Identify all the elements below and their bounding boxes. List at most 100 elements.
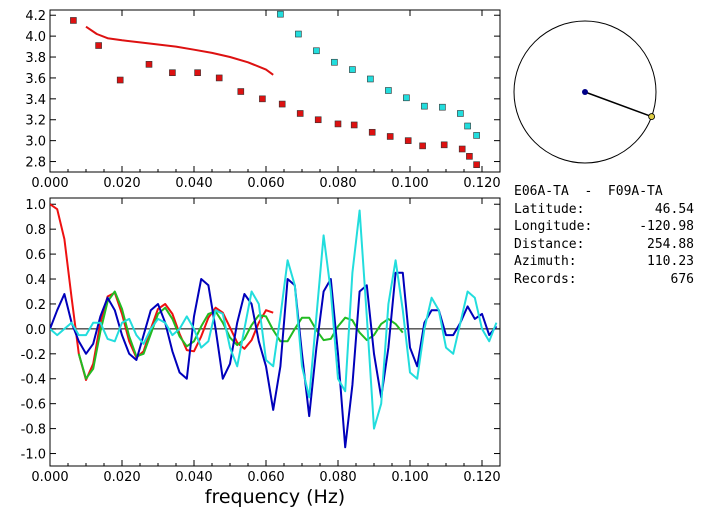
x-tick-label: 0.000 [31,176,68,191]
y-tick-label: 0.4 [25,273,46,288]
data-point [116,76,124,84]
map-circle [513,20,657,164]
y-tick-label: 0.0 [25,323,46,338]
x-tick-label: 0.000 [31,470,68,485]
data-point [473,132,480,139]
x-axis-label: frequency (Hz) [205,486,345,508]
data-point [334,120,342,128]
series-line [85,25,274,76]
data-point [368,128,376,136]
info-label: Longitude: [514,219,593,234]
plot-area [50,203,498,449]
info-row-latitude: Latitude: 46.54 [514,201,694,219]
y-tick-label: 3.4 [25,93,46,108]
info-label: Azimuth: [514,254,577,269]
x-tick-label: 0.060 [247,176,284,191]
azimuth-line [584,91,652,118]
y-tick-label: 4.0 [25,30,46,45]
data-point [349,66,356,73]
x-tick-label: 0.120 [463,470,500,485]
series-line [50,209,498,430]
info-label: Records: [514,271,577,287]
data-point [421,102,428,110]
y-tick-label: 1.0 [25,198,46,213]
data-point [419,142,426,150]
info-value: -120.98 [639,219,694,234]
data-point [277,10,284,18]
data-point [169,69,176,77]
y-tick-label: 3.2 [25,114,46,129]
y-tick-label: 0.6 [25,248,46,263]
data-point [457,110,464,117]
info-label: Latitude: [514,201,585,217]
y-tick-label: -0.6 [21,398,46,413]
y-tick-label: 3.6 [25,72,46,87]
info-value: 254.88 [647,236,694,252]
data-point [473,161,480,168]
info-value: 46.54 [654,201,694,217]
y-tick-label: 0.2 [25,298,46,313]
receiver-station-marker [648,113,656,120]
y-tick-label: -0.2 [21,348,46,363]
y-tick-label: -0.8 [21,423,46,438]
azimuth-map [513,20,657,164]
x-tick-label: 0.040 [175,470,212,485]
data-point [385,87,392,94]
info-value: 110.23 [647,254,694,269]
data-point [215,74,223,82]
x-tick-label: 0.120 [463,176,500,191]
data-point [237,88,245,95]
data-point [259,95,266,103]
series-line [50,271,498,449]
data-point [458,145,466,153]
x-tick-label: 0.080 [319,470,356,485]
x-tick-label: 0.020 [103,470,140,485]
y-tick-label: 0.8 [25,223,46,238]
data-point [296,110,304,117]
x-tick-label: 0.040 [175,176,212,191]
info-value: 676 [670,271,694,287]
info-row-longitude: Longitude: -120.98 [514,218,694,236]
data-point [313,47,320,55]
data-point [404,137,412,144]
y-tick-label: 3.0 [25,135,46,150]
data-point [466,153,473,160]
source-station-marker [582,89,588,95]
data-point [464,122,471,130]
correlation-plot: 0.000 0.020 0.040 0.060 0.080 0.100 0.120 1.0 0.… [21,197,501,485]
data-point [95,42,102,49]
data-point [70,17,77,24]
x-tick-label: 0.080 [319,176,356,191]
y-tick-label: 2.8 [25,156,46,171]
data-point [403,94,410,102]
x-tick-label: 0.100 [391,176,428,191]
data-point [278,100,286,108]
data-point [386,133,394,140]
info-row-records: Records: 676 [514,271,694,289]
dispersion-plot: 0.000 0.020 0.040 0.060 0.080 0.100 0.120 2.8 3.… [25,9,500,191]
data-point [295,30,302,38]
plot-frame [49,9,501,173]
station-pair-title: E06A-TA - F09A-TA [514,184,663,199]
plot-frame [49,197,501,467]
info-label: Distance: [514,236,585,252]
x-tick-label: 0.100 [391,470,428,485]
data-point [331,58,338,66]
data-point [439,103,446,111]
info-row-distance: Distance: 254.88 [514,236,694,254]
data-point [440,141,448,149]
data-point [314,116,322,124]
plot-area [70,10,480,168]
y-tick-label: -1.0 [21,448,46,463]
x-tick-label: 0.060 [247,470,284,485]
y-tick-label: 4.2 [25,9,46,24]
x-tick-label: 0.020 [103,176,140,191]
info-row-azimuth: Azimuth: 110.23 [514,253,694,271]
station-info-panel: E06A-TA - F09A-TA Latitude: 46.54 Longitu… [514,183,694,288]
data-point [367,75,374,83]
data-point [350,121,358,129]
y-tick-label: -0.4 [21,373,46,388]
data-point [194,69,201,77]
y-tick-label: 3.8 [25,51,46,66]
